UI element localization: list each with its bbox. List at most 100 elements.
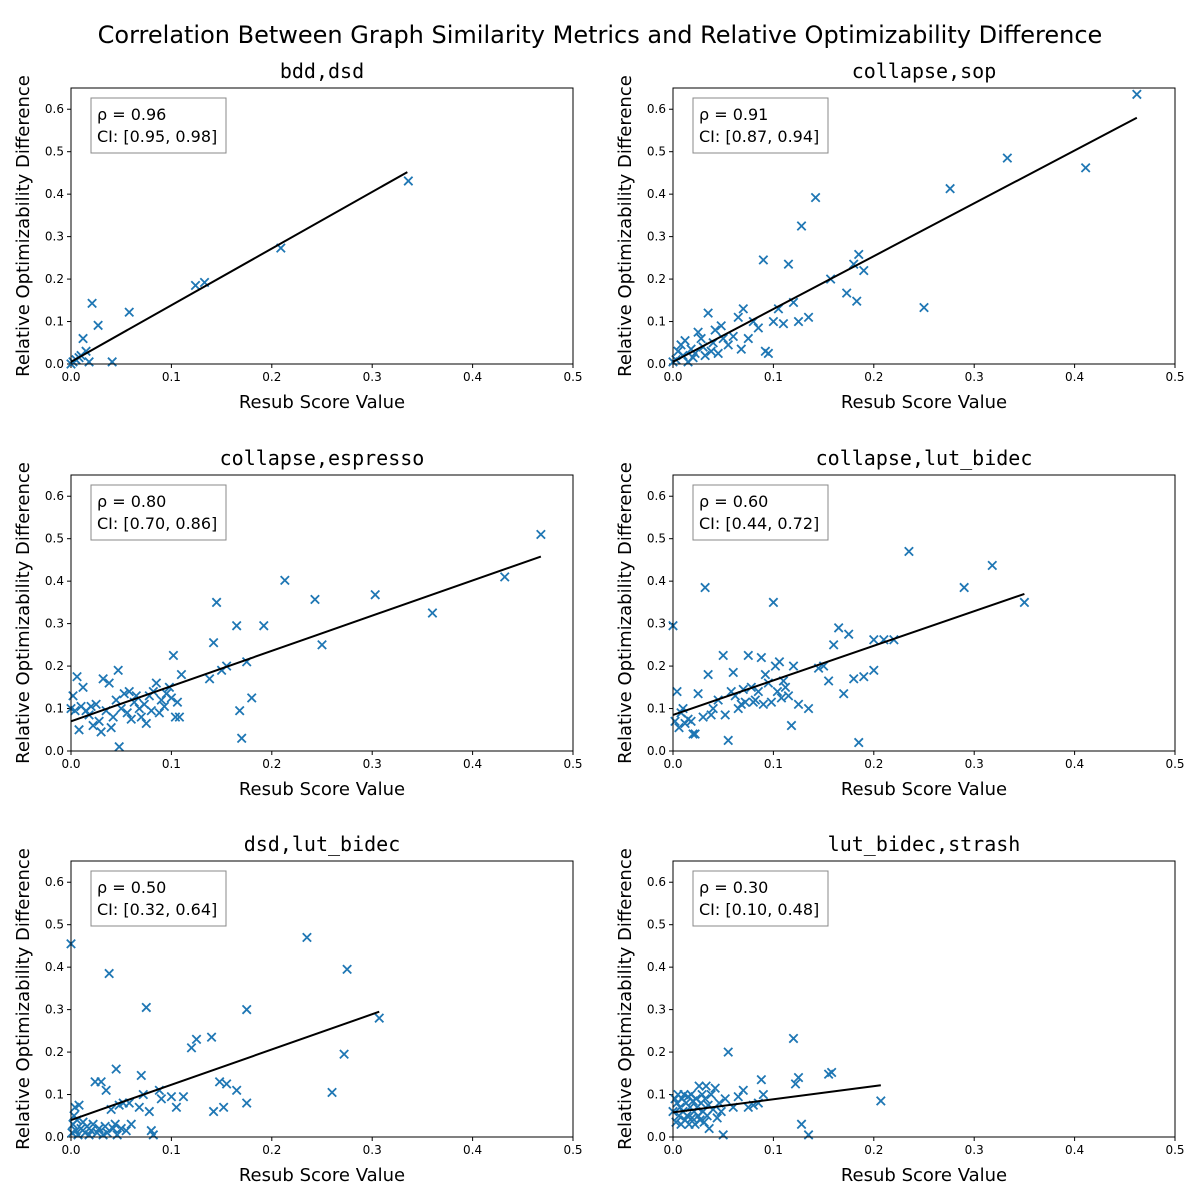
data-point-marker <box>280 575 290 586</box>
data-point-marker <box>119 688 130 699</box>
data-point-marker <box>204 673 215 684</box>
stats-box: ρ = 0.91 CI: [0.87, 0.94] <box>692 97 829 154</box>
data-point-marker <box>851 296 862 306</box>
data-point-marker <box>86 701 96 712</box>
data-point-marker <box>826 1067 837 1078</box>
data-point-marker <box>793 1072 804 1083</box>
data-point-marker <box>339 1049 349 1060</box>
data-point-marker <box>88 1119 98 1130</box>
data-point-marker <box>68 690 78 701</box>
y-tick-label: 0.0 <box>647 744 666 758</box>
data-point-marker <box>706 1089 716 1100</box>
data-point-marker <box>733 1091 744 1102</box>
subplot-title: lut_bidec,strash <box>828 832 1021 856</box>
x-tick-label: 0.0 <box>61 370 80 384</box>
regression-line <box>672 1084 881 1114</box>
y-tick-label: 0.3 <box>45 230 64 244</box>
y-axis-label: Relative Optimizability Difference <box>615 75 636 377</box>
x-tick-label: 0.1 <box>162 370 181 384</box>
x-tick-label: 0.2 <box>262 1143 281 1157</box>
data-point-marker <box>738 1085 749 1096</box>
data-point-marker <box>191 1034 202 1045</box>
y-axis-label: Relative Optimizability Difference <box>615 848 636 1150</box>
stats-box-frame <box>692 484 829 541</box>
data-point-marker <box>101 1085 111 1096</box>
data-point-marker <box>98 673 108 684</box>
data-point-marker <box>700 1093 710 1104</box>
data-point-marker <box>713 348 724 359</box>
data-point-marker <box>693 688 703 699</box>
x-tick-label: 0.5 <box>1165 757 1184 771</box>
subplot: collapse,lut_bidec 0.0 0.1 0.2 0.3 0.4 0.5 0.0 0… <box>615 446 1185 800</box>
data-point-marker <box>848 259 859 270</box>
subplot: collapse,sop 0.0 0.1 0.2 0.3 0.4 0.5 0.0 0.1 0.2 0… <box>615 59 1185 413</box>
y-tick-label: 0.3 <box>647 230 666 244</box>
x-tick-label: 0.1 <box>162 1143 181 1157</box>
x-tick-label: 0.4 <box>463 1143 482 1157</box>
x-axis-label: Resub Score Value <box>841 779 1007 800</box>
data-point-marker <box>688 729 698 739</box>
regression-line <box>70 171 408 363</box>
data-point-marker <box>716 320 727 331</box>
regression-line <box>672 592 1025 716</box>
data-point-marker <box>758 699 769 710</box>
data-point-marker <box>403 176 414 186</box>
data-point-marker <box>712 1113 723 1123</box>
data-point-marker <box>753 323 764 333</box>
y-axis-label: Relative Optimizability Difference <box>615 462 636 764</box>
y-tick-label: 0.5 <box>45 145 64 159</box>
x-tick-label: 0.5 <box>1165 1143 1184 1157</box>
data-point-marker <box>124 686 135 697</box>
data-point-marker <box>833 623 844 633</box>
y-tick-label: 0.0 <box>45 744 64 758</box>
data-point-marker <box>720 710 731 720</box>
y-tick-label: 0.4 <box>45 960 64 974</box>
y-tick-label: 0.2 <box>647 272 666 286</box>
subplot-title: collapse,sop <box>852 59 997 83</box>
x-tick-label: 0.3 <box>965 370 984 384</box>
y-tick-label: 0.5 <box>45 532 64 546</box>
y-tick-label: 0.4 <box>647 960 666 974</box>
x-tick-label: 0.5 <box>563 1143 582 1157</box>
data-point-marker <box>682 1110 692 1121</box>
x-tick-label: 0.5 <box>563 370 582 384</box>
subplot-grid: bdd,dsd 0.0 0.1 0.2 0.3 0.4 0.5 0.0 0.1 0.2 0.3 0.4… <box>13 59 1185 1186</box>
data-point-marker <box>700 350 710 361</box>
data-point-marker <box>723 340 734 350</box>
data-point-marker <box>776 693 787 703</box>
data-point-marker <box>708 703 718 714</box>
subplot: bdd,dsd 0.0 0.1 0.2 0.3 0.4 0.5 0.0 0.1 0.2 0.3 0.4… <box>13 59 583 413</box>
data-point-marker <box>803 1130 814 1140</box>
stats-box-frame <box>90 870 227 927</box>
y-tick-label: 0.0 <box>45 1130 64 1144</box>
data-point-marker <box>211 597 222 608</box>
data-point-marker <box>875 1096 886 1106</box>
data-point-marker <box>728 667 739 678</box>
data-point-marker <box>310 594 320 605</box>
data-point-marker <box>111 1064 122 1074</box>
data-point-marker <box>1132 89 1142 100</box>
data-point-marker <box>693 327 703 337</box>
confidence-interval: CI: [0.95, 0.98] <box>97 127 217 146</box>
figure-title: Correlation Between Graph Similarity Met… <box>98 21 1103 49</box>
data-point-marker <box>94 1123 104 1134</box>
y-tick-label: 0.3 <box>647 1003 666 1017</box>
y-tick-label: 0.4 <box>45 187 64 201</box>
x-tick-label: 0.2 <box>864 1143 883 1157</box>
plot-frame <box>70 474 574 752</box>
data-point-marker <box>370 589 381 600</box>
data-point-marker <box>74 1100 84 1110</box>
data-point-marker <box>258 620 269 631</box>
data-point-marker <box>736 344 747 354</box>
data-point-marker <box>858 671 869 682</box>
data-point-marker <box>778 318 789 329</box>
x-tick-label: 0.4 <box>463 757 482 771</box>
x-tick-label: 0.2 <box>864 370 883 384</box>
y-tick-label: 0.4 <box>647 187 666 201</box>
data-point-marker <box>176 669 187 680</box>
data-point-marker <box>670 716 680 727</box>
plot-frame <box>672 474 1176 752</box>
data-point-marker <box>236 733 247 744</box>
data-point-marker <box>783 690 794 701</box>
